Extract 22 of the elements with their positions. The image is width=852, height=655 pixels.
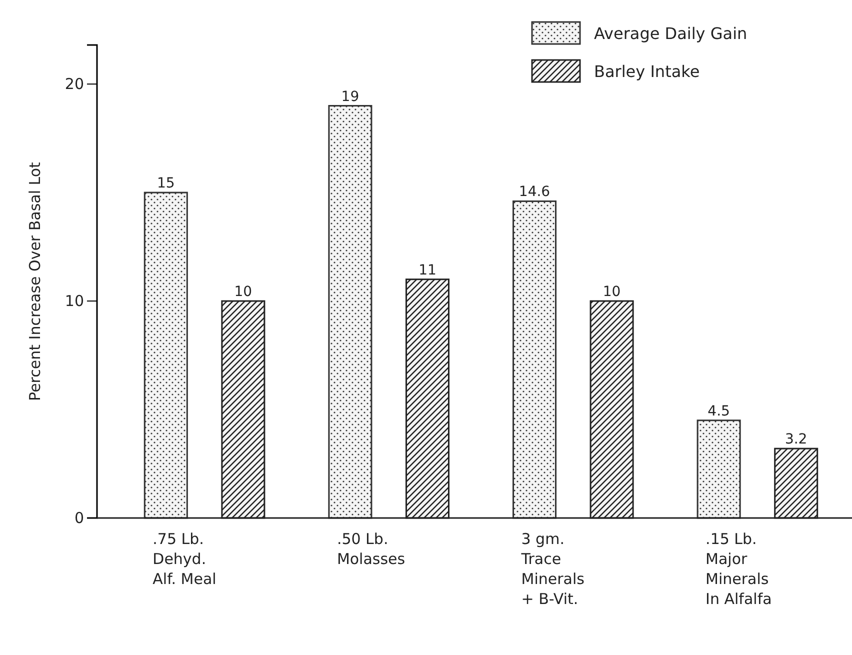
bar <box>328 105 372 519</box>
data-label: 19 <box>341 88 360 105</box>
y-tick-label: 20 <box>64 74 84 93</box>
x-tick-label: 3 gm. Trace Minerals + B-Vit. <box>520 530 585 608</box>
y-tick-label: 10 <box>64 292 84 310</box>
y-tick-label: 0 <box>74 508 84 527</box>
data-label: 14.6 <box>518 184 550 200</box>
bar <box>512 200 557 519</box>
bar <box>696 420 741 519</box>
data-label: 10 <box>234 284 252 300</box>
y-axis-title: Percent Increase Over Basal Lot <box>26 162 44 401</box>
data-label: 4.5 <box>708 403 730 420</box>
bar <box>144 192 188 519</box>
data-label: 10 <box>602 284 621 300</box>
legend-label: Average Daily Gain <box>594 24 748 43</box>
x-tick-label: .75 Lb. Dehyd. Alf. Meal <box>152 530 216 588</box>
data-label: 3.2 <box>784 432 808 448</box>
data-label: 15 <box>156 176 175 192</box>
legend-label: Barley Intake <box>594 62 700 81</box>
data-label: 11 <box>418 262 436 278</box>
x-tick-label: .15 Lb. Major Minerals In Alfalfa <box>706 530 772 608</box>
x-tick-label: .50 Lb. Molasses <box>336 530 406 568</box>
